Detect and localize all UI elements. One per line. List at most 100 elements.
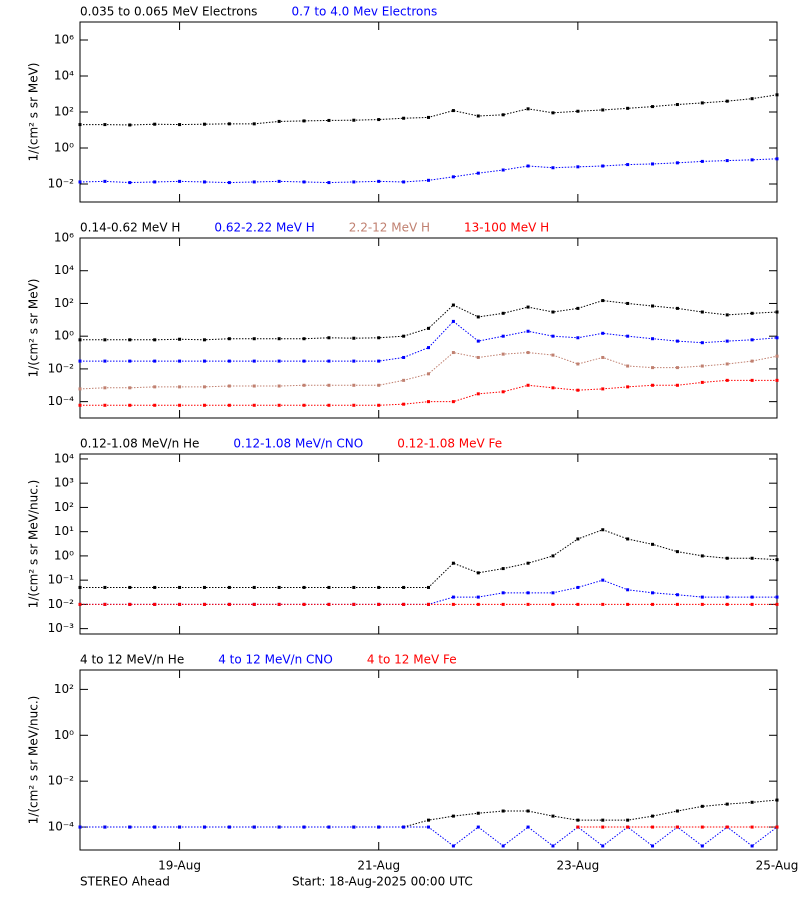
data-point — [153, 585, 157, 589]
data-point — [153, 180, 157, 184]
data-point — [252, 403, 256, 407]
data-point — [451, 319, 455, 323]
data-point — [427, 818, 430, 822]
data-point — [402, 602, 406, 606]
data-point — [451, 561, 455, 565]
data-point — [277, 825, 281, 829]
data-point — [103, 179, 107, 183]
data-point — [352, 336, 356, 340]
data-point — [526, 329, 530, 333]
data-point — [178, 602, 182, 606]
data-point — [501, 113, 505, 117]
data-point — [153, 122, 157, 126]
data-point — [700, 341, 704, 345]
data-point — [402, 180, 406, 184]
data-point — [725, 378, 729, 382]
data-point — [78, 403, 82, 407]
data-point — [252, 359, 256, 363]
legend-entry: 4 to 12 MeV/n He — [80, 653, 184, 667]
data-point — [750, 602, 754, 606]
data-point — [402, 825, 406, 829]
data-point — [526, 561, 530, 565]
data-point — [352, 383, 356, 387]
data-point — [302, 359, 306, 363]
data-point — [775, 558, 779, 562]
data-point — [252, 180, 256, 184]
data-point — [302, 403, 306, 407]
data-point — [551, 111, 555, 115]
data-point — [202, 359, 206, 363]
data-point — [103, 359, 107, 363]
y-tick-label: 10⁴ — [54, 69, 74, 83]
y-tick-label: 10⁰ — [54, 141, 74, 155]
y-tick-label: 10⁻² — [48, 597, 75, 611]
data-point — [402, 402, 406, 406]
data-point — [302, 585, 306, 589]
data-point — [153, 403, 157, 407]
data-point — [626, 163, 630, 167]
data-point — [675, 306, 679, 310]
data-point — [601, 844, 605, 848]
legend-entry: 0.12-1.08 MeV/n He — [80, 437, 199, 451]
data-point — [526, 305, 530, 309]
data-point — [700, 804, 704, 808]
data-point — [750, 311, 754, 315]
data-point — [601, 602, 605, 606]
data-point — [451, 814, 455, 818]
data-point — [651, 162, 655, 166]
data-point — [451, 595, 455, 599]
data-point — [128, 403, 132, 407]
data-point — [700, 595, 704, 599]
data-point — [626, 301, 630, 305]
data-point — [476, 355, 480, 359]
data-point — [501, 809, 505, 813]
data-point — [750, 556, 754, 560]
data-point — [277, 403, 281, 407]
data-point — [526, 809, 530, 813]
data-point — [476, 114, 480, 118]
data-point — [675, 103, 679, 107]
y-tick-label: 10⁶ — [54, 33, 74, 47]
data-point — [128, 386, 132, 390]
data-point — [128, 123, 132, 127]
data-point — [651, 825, 655, 829]
y-tick-label: 10⁰ — [54, 728, 74, 742]
data-point — [576, 585, 580, 589]
legend-entry: 0.035 to 0.065 MeV Electrons — [80, 5, 257, 19]
data-point — [427, 326, 430, 330]
data-point — [551, 310, 555, 314]
data-point — [725, 602, 729, 606]
y-tick-label: 10⁻² — [48, 361, 75, 375]
data-point — [352, 359, 356, 363]
data-point — [675, 825, 679, 829]
data-point — [252, 122, 256, 126]
data-point — [651, 105, 655, 109]
data-point — [675, 550, 679, 554]
data-point — [651, 591, 655, 595]
data-point — [377, 359, 381, 363]
data-point — [526, 383, 530, 387]
data-point — [103, 338, 107, 342]
data-point — [227, 825, 231, 829]
data-point — [476, 171, 480, 175]
data-point — [402, 334, 406, 338]
data-point — [775, 798, 779, 802]
data-point — [651, 304, 655, 308]
data-point — [526, 164, 530, 168]
data-point — [576, 388, 580, 392]
data-point — [626, 818, 630, 822]
data-point — [153, 338, 157, 342]
series-trace — [80, 799, 778, 828]
data-point — [725, 595, 729, 599]
data-point — [327, 602, 331, 606]
data-point — [775, 602, 779, 606]
data-point — [725, 313, 729, 317]
data-point — [252, 602, 256, 606]
data-point — [78, 338, 82, 342]
data-point — [750, 359, 754, 363]
data-point — [78, 123, 82, 127]
data-point — [476, 825, 480, 829]
data-point — [277, 602, 281, 606]
data-point — [700, 159, 704, 163]
